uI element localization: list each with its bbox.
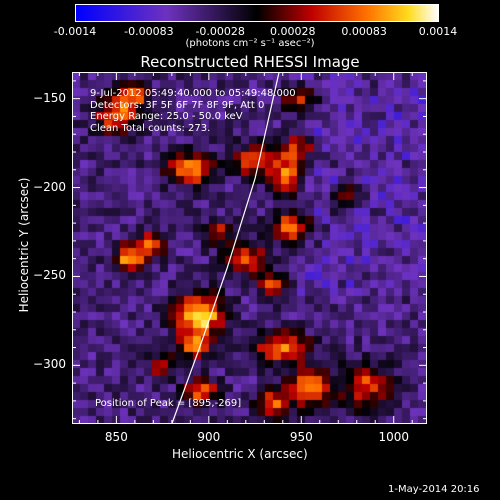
colorbar <box>75 4 439 22</box>
annotation-block: 9-Jul-2012 05:49:40.000 to 05:49:48.000 … <box>90 88 296 134</box>
colorbar-units: (photons cm⁻² s⁻¹ asec⁻²) <box>185 38 315 49</box>
colorbar-tick-label: -0.00028 <box>195 25 245 38</box>
clean-counts-label: Clean Total counts: 273. <box>90 122 211 134</box>
x-tick-label: 900 <box>197 430 221 444</box>
energy-range-label: Energy Range: 25.0 - 50.0 keV <box>90 111 243 122</box>
y-tick-label: −150 <box>33 90 66 105</box>
x-tick-label: 850 <box>104 430 128 444</box>
x-tick-label: 1000 <box>378 430 409 444</box>
time-range-label: 9-Jul-2012 05:49:40.000 to 05:49:48.000 <box>90 88 296 99</box>
detectors-label: Detectors: 3F 5F 6F 7F 8F 9F, Att 0 <box>90 99 265 111</box>
colorbar-tick-label: 0.00028 <box>270 25 316 38</box>
colorbar-tick-label: 0.0014 <box>418 25 458 38</box>
plot-frame <box>72 72 427 424</box>
y-tick-label: −300 <box>33 357 66 372</box>
colorbar-tick-label: -0.00083 <box>124 25 174 38</box>
footer-date: 1-May-2014 20:16 <box>388 484 480 495</box>
heatmap-image <box>72 72 427 424</box>
x-axis-label: Heliocentric X (arcsec) <box>172 447 308 461</box>
y-axis-label: Heliocentric Y (arcsec) <box>17 177 31 313</box>
solar-limb-line <box>171 72 280 424</box>
x-tick-label: 950 <box>289 430 313 444</box>
colorbar-tick-label: -0.0014 <box>53 25 97 38</box>
y-tick-label: −200 <box>33 179 66 194</box>
chart-title: Reconstructed RHESSI Image <box>140 53 360 71</box>
peak-position-label: Position of Peak = [895,-269] <box>95 398 242 409</box>
plot-overlay <box>72 72 427 424</box>
y-tick-label: −250 <box>33 268 66 283</box>
colorbar-tick-label: 0.00083 <box>341 25 387 38</box>
